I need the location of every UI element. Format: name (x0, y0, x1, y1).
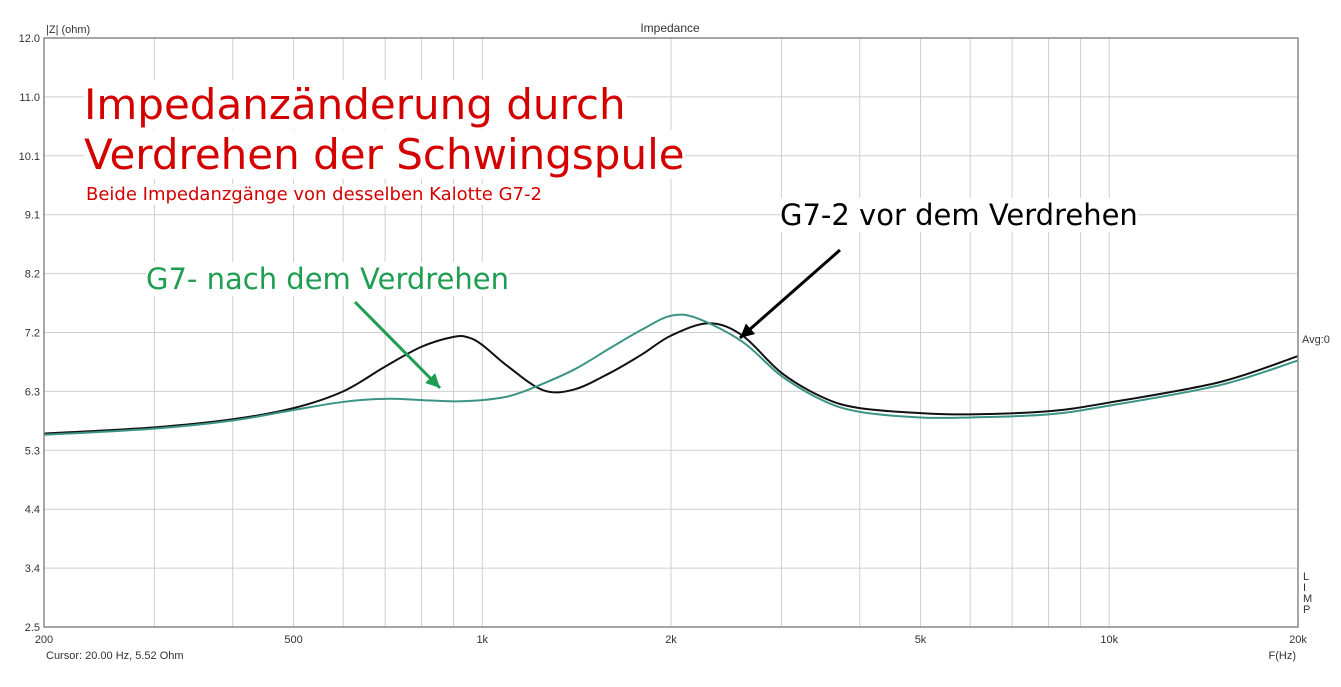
y-axis-label: |Z| (ohm) (46, 24, 90, 36)
arrow-after (353, 300, 442, 390)
chart-header-title: Impedance (640, 21, 700, 35)
series-line-before (43, 322, 1299, 435)
chart-title-line2: Verdrehen der Schwingspule (84, 130, 685, 179)
y-tick-label: 7.2 (25, 328, 40, 340)
x-tick-label: 500 (284, 634, 302, 646)
y-tick-label: 10.1 (19, 151, 40, 163)
y-tick-label: 2.5 (25, 622, 40, 634)
y-tick-label: 5.3 (25, 445, 40, 457)
series-group (43, 313, 1299, 436)
limp-letter: M (1303, 593, 1312, 605)
chart-subtitle: Beide Impedanzgänge von desselben Kalott… (86, 184, 542, 205)
x-tick-label: 200 (35, 634, 53, 646)
y-tick-label: 11.0 (19, 92, 40, 104)
y-tick-label: 8.2 (25, 269, 40, 281)
y-tick-label: 9.1 (25, 210, 40, 222)
x-tick-label: 2k (665, 634, 677, 646)
limp-letter: I (1303, 582, 1306, 594)
arrow-before (739, 248, 841, 340)
limp-letter: P (1303, 604, 1310, 616)
x-tick-label: 20k (1289, 634, 1307, 646)
series-line-after (43, 313, 1299, 436)
y-tick-label: 6.3 (25, 386, 40, 398)
arrow-before-head (740, 323, 756, 338)
arrow-after-head (425, 373, 440, 388)
plot-frame (43, 37, 1299, 628)
y-tick-label: 4.4 (25, 504, 40, 516)
y-tick-label: 3.4 (25, 563, 40, 575)
y-tick-label: 12.0 (19, 33, 40, 45)
avg-label: Avg:0 (1302, 334, 1330, 346)
x-tick-label: 5k (915, 634, 927, 646)
chart-title-line1: Impedanzänderung durch (84, 80, 626, 129)
x-tick-label: 10k (1100, 634, 1118, 646)
cursor-readout: Cursor: 20.00 Hz, 5.52 Ohm (46, 650, 184, 662)
x-tick-label: 1k (476, 634, 488, 646)
annotation-after: G7- nach dem Verdrehen (146, 262, 509, 296)
limp-letter: L (1303, 571, 1309, 583)
x-axis-label: F(Hz) (1269, 650, 1297, 662)
annotation-before: G7-2 vor dem Verdrehen (780, 198, 1138, 232)
